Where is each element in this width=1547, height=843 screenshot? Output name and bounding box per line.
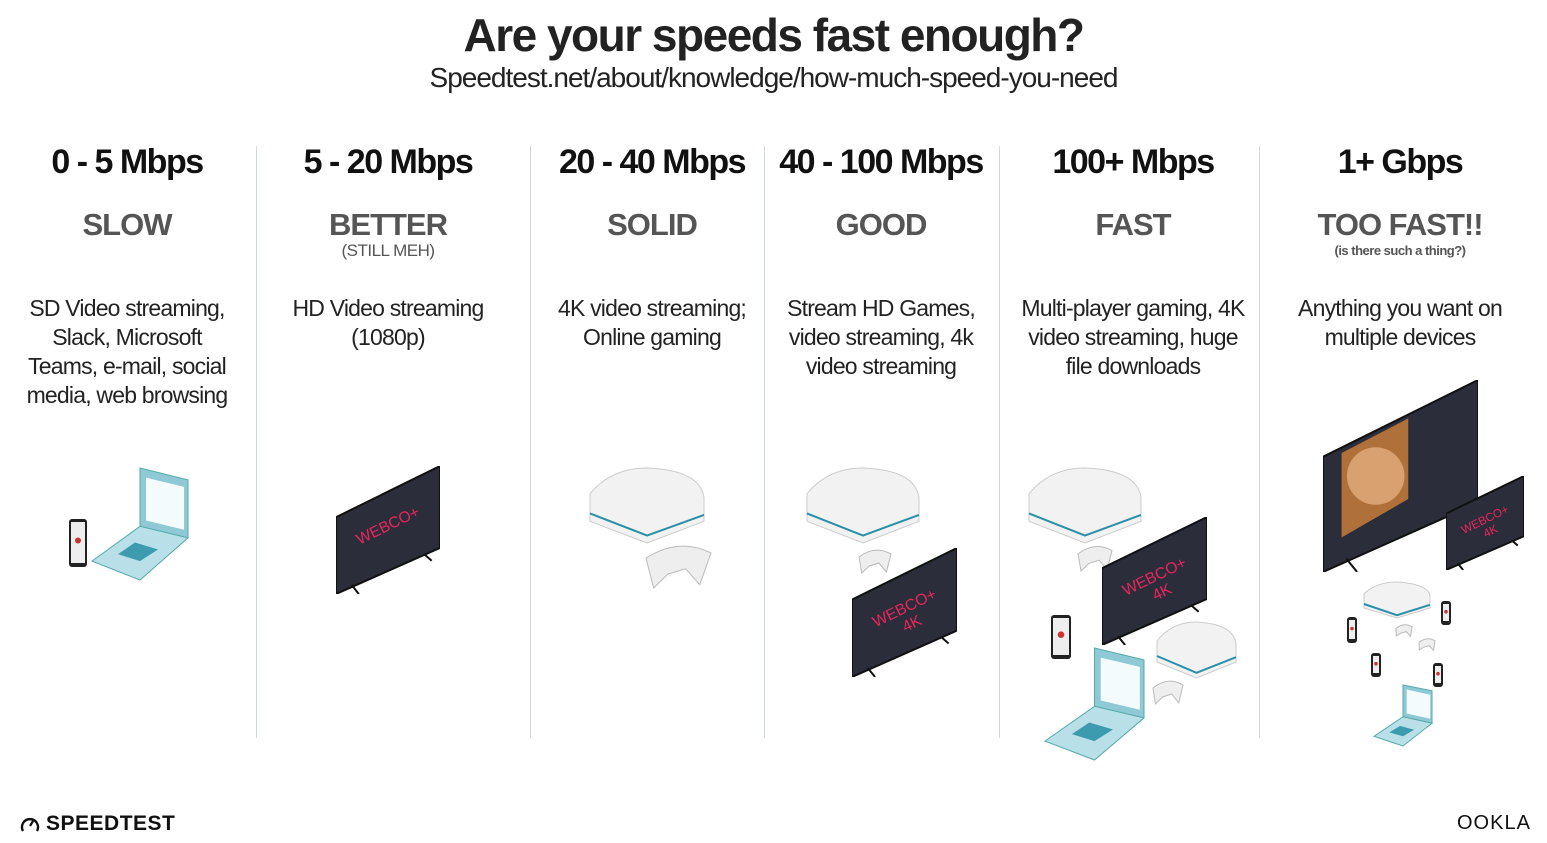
tv-icon: WEBCO+ 4K	[1101, 515, 1208, 650]
game-console-icon	[805, 466, 921, 550]
game-controller-icon	[856, 545, 894, 580]
column-divider	[256, 146, 257, 738]
smartphone-icon	[1370, 652, 1382, 683]
tv-icon: WEBCO+ 4K	[851, 546, 958, 682]
speed-rating: SOLID	[607, 207, 698, 242]
speedtest-logo-text: SPEEDTEST	[46, 812, 176, 835]
game-controller-icon	[1075, 541, 1115, 578]
svg-text:4K: 4K	[900, 612, 925, 636]
source-link: Speedtest.net/about/knowledge/how-much-s…	[429, 62, 1119, 93]
game-console-icon	[1155, 620, 1238, 685]
laptop-icon	[1372, 683, 1434, 753]
gauge-icon	[20, 818, 40, 832]
use-description: Anything you want on multiple devices	[1298, 295, 1503, 350]
svg-text:4K: 4K	[1150, 580, 1175, 604]
use-description: HD Video streaming (1080p)	[292, 295, 485, 350]
tv-icon: WEBCO+	[335, 464, 441, 599]
speed-range: 5 - 20 Mbps	[303, 143, 474, 181]
speed-rating: FAST	[1095, 207, 1171, 242]
tv-icon: WEBCO+ 4K	[1445, 474, 1525, 575]
speed-range: 20 - 40 Mbps	[558, 143, 747, 181]
speed-rating: GOOD	[835, 207, 928, 242]
speed-range: 1+ Gbps	[1337, 143, 1464, 181]
speedtest-logo: SPEEDTEST	[20, 812, 175, 836]
laptop-icon	[90, 466, 190, 587]
laptop-icon	[1043, 646, 1146, 767]
speed-range: 100+ Mbps	[1052, 143, 1215, 181]
speed-range: 40 - 100 Mbps	[779, 143, 984, 181]
game-controller-icon	[1393, 622, 1415, 643]
ookla-logo: OOKLA	[1457, 812, 1531, 834]
smartphone-icon	[1432, 662, 1444, 693]
speed-rating: TOO FAST!!	[1317, 207, 1483, 242]
column-good: 40 - 100 Mbps GOOD	[770, 138, 992, 242]
game-controller-icon	[643, 537, 714, 595]
smartphone-icon	[1050, 614, 1072, 665]
speed-range: 0 - 5 Mbps	[51, 143, 204, 181]
use-description: SD Video streaming, Slack, Microsoft Tea…	[26, 295, 229, 408]
speed-rating: BETTER	[329, 207, 448, 242]
smartphone-icon	[68, 518, 88, 573]
column-too-fast: 1+ Gbps TOO FAST!! (is there such a thin…	[1280, 138, 1520, 260]
game-controller-icon	[1416, 636, 1438, 657]
use-description: 4K video streaming; Online gaming	[557, 295, 747, 350]
use-description: Multi-player gaming, 4K video streaming,…	[1021, 295, 1245, 379]
column-better: 5 - 20 Mbps BETTER (STILL MEH)	[280, 138, 496, 260]
column-divider	[999, 146, 1000, 738]
column-solid: 20 - 40 Mbps SOLID	[540, 138, 764, 242]
column-divider	[764, 146, 765, 738]
game-console-icon	[588, 466, 706, 550]
smartphone-icon	[1346, 616, 1358, 649]
column-fast: 100+ Mbps FAST	[1010, 138, 1256, 242]
rating-note: (is there such a thing?)	[1334, 243, 1466, 258]
use-description: Stream HD Games, video streaming, 4k vid…	[787, 295, 976, 379]
game-console-icon	[1362, 580, 1432, 625]
speed-rating: SLOW	[82, 207, 173, 242]
game-console-icon	[1027, 466, 1143, 550]
page-title: Are your speeds fast enough?	[463, 9, 1085, 61]
svg-text:4K: 4K	[1481, 522, 1500, 540]
smartphone-icon	[1440, 600, 1452, 631]
rating-note: (STILL MEH)	[341, 241, 435, 260]
tv-icon	[1322, 378, 1479, 577]
column-slow: 0 - 5 Mbps SLOW	[20, 138, 234, 242]
game-controller-icon	[1150, 676, 1186, 711]
column-divider	[1259, 146, 1260, 738]
column-divider	[530, 146, 531, 738]
